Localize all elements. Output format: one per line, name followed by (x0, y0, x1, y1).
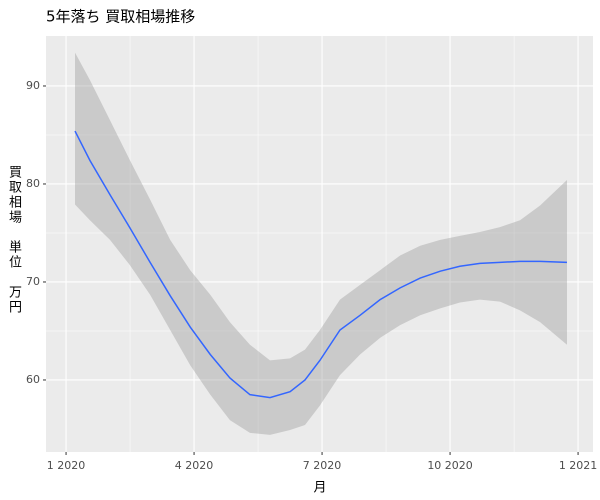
x-tick-label: 7 2020 (303, 459, 342, 472)
y-tick-label: 80 (26, 177, 40, 190)
y-tick-label: 60 (26, 373, 40, 386)
x-tick-label: 1 2021 (559, 459, 598, 472)
x-tick-label: 1 2020 (47, 459, 86, 472)
y-tick-label: 90 (26, 79, 40, 92)
confidence-band (75, 52, 567, 435)
x-tick-label: 4 2020 (175, 459, 214, 472)
x-axis-label: 月 (313, 481, 326, 496)
y-tick-label: 70 (26, 275, 40, 288)
chart-title: 5年落ち 買取相場推移 (46, 8, 195, 26)
plot-panel (46, 36, 593, 452)
smooth-line (74, 130, 568, 399)
x-tick-label: 10 2020 (427, 459, 473, 472)
y-axis-label: 買取相場 単位 万円 (6, 165, 21, 315)
